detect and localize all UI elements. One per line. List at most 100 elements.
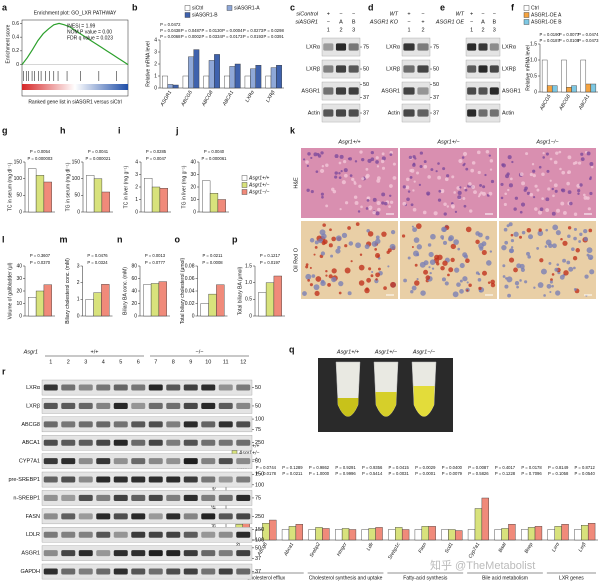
cell [470, 168, 475, 173]
y-tick-label: 1 [77, 297, 80, 303]
legend-label: ASGR1-OE A [531, 12, 562, 18]
lane-condition: + [421, 19, 424, 25]
cell [533, 286, 536, 289]
cell [320, 279, 325, 284]
y-axis-label: Relative mRNA level [211, 486, 217, 532]
lane-condition: + [407, 11, 410, 17]
bar [276, 64, 282, 89]
p-value: P = 0.9356 [362, 465, 383, 470]
cell [473, 190, 477, 195]
p-value: P = 0.0054 [30, 149, 51, 154]
y-tick-label: 0 [249, 313, 252, 319]
bar [217, 199, 226, 213]
stat: NOM P value = 0.00 [67, 29, 112, 35]
bar [375, 527, 383, 541]
cell [589, 177, 592, 181]
cell [367, 158, 372, 163]
cell [360, 205, 363, 209]
cell [338, 280, 344, 287]
panel-label: f [511, 2, 515, 12]
p-value: P = 0.0087 [468, 465, 489, 470]
bar [234, 63, 241, 89]
y-tick-label: 0 [77, 313, 80, 319]
cell [552, 243, 557, 249]
cell [325, 204, 329, 208]
y-tick-label: 20 [16, 288, 22, 294]
cell [524, 186, 528, 191]
cell [372, 210, 376, 215]
bar [208, 60, 215, 89]
cell [412, 207, 417, 212]
group-label: Bile acid metabolism [482, 575, 528, 581]
cell [430, 168, 434, 172]
p-value: P = 0.9996 [335, 471, 356, 476]
cell [418, 183, 421, 187]
band [43, 439, 58, 446]
band-name: Actin [388, 110, 400, 116]
row-label: Oil Red O [293, 247, 299, 272]
cell [341, 232, 348, 238]
y-tick-label: 0.06 [185, 276, 195, 282]
cell [466, 289, 469, 292]
band [78, 402, 93, 409]
cell [349, 174, 353, 177]
band [61, 531, 76, 538]
cell [321, 233, 327, 240]
cell [433, 211, 438, 216]
legend-swatch [523, 12, 530, 18]
cell [436, 262, 440, 266]
cell [506, 224, 510, 228]
panel-label: p [232, 234, 238, 244]
cell [489, 168, 493, 171]
cell [315, 170, 319, 174]
cell [520, 202, 526, 207]
cell [338, 172, 341, 175]
cell [543, 294, 546, 297]
y-tick-label: 0 [135, 209, 138, 215]
p-value: P = 0.0476 [87, 253, 108, 258]
bar [467, 529, 476, 541]
cell [390, 229, 396, 235]
panel-label: d [368, 2, 374, 12]
cell [450, 204, 455, 209]
cell [412, 189, 415, 192]
bar [288, 526, 297, 541]
lane-number: 1 [49, 359, 52, 365]
bar [501, 528, 509, 541]
size-marker: 37 [433, 110, 439, 116]
cell [420, 290, 426, 296]
column-label: Asgr1+/+ [337, 139, 361, 145]
lane-condition: + [470, 11, 473, 17]
band [236, 402, 251, 409]
band-name: n-SREBP1 [13, 495, 40, 501]
panel-label: q [289, 344, 295, 354]
bar [388, 529, 396, 541]
bar [209, 193, 219, 213]
band [166, 531, 181, 538]
band [78, 421, 93, 428]
bar [561, 524, 569, 541]
cell [347, 226, 351, 230]
band [96, 458, 111, 465]
size-marker: 100 [255, 537, 264, 543]
cell [350, 260, 353, 263]
p-value: P = 0.4017 [495, 465, 516, 470]
panel-label: h [60, 125, 66, 135]
band [78, 568, 93, 575]
p-value: P = 0.0400 [442, 465, 463, 470]
y-tick-label: 100 [72, 176, 81, 182]
cell [309, 238, 315, 243]
y-tick-label: 20 [190, 184, 196, 190]
cell [406, 177, 410, 182]
cell [328, 274, 333, 279]
bar [244, 75, 251, 89]
legend-label: siASGR1-B [192, 12, 218, 18]
cell [306, 164, 309, 167]
cell [422, 210, 427, 215]
band [218, 421, 233, 428]
cell [477, 278, 482, 282]
header-label: Asgr1 [23, 349, 38, 355]
cell [367, 231, 374, 237]
cell [588, 228, 593, 233]
